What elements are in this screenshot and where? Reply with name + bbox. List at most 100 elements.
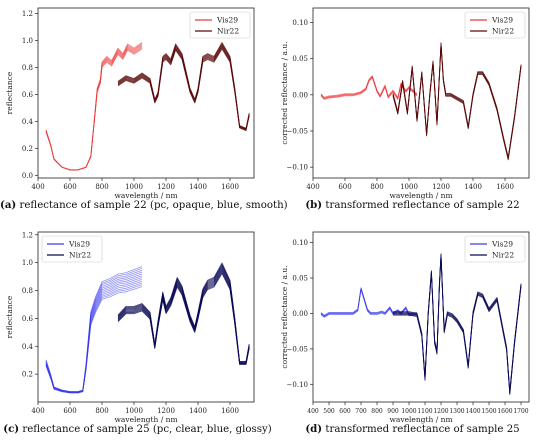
series-line-vis29: [45, 43, 143, 171]
x-tick-label: 600: [339, 408, 351, 415]
x-tick-label: 800: [371, 408, 383, 415]
legend-label: Nir22: [69, 251, 91, 260]
series-line-vis29: [45, 278, 143, 393]
series-line-nir22: [392, 45, 522, 161]
y-tick-label: 0.0: [22, 172, 33, 180]
plot-frame: [37, 7, 255, 179]
y-axis-label: corrected reflectance / a.u.: [280, 41, 289, 144]
y-tick-label: 1.0: [22, 259, 33, 267]
x-tick-label: 1200: [157, 183, 175, 191]
series-line-vis29: [320, 287, 418, 316]
series-group: [320, 42, 522, 161]
x-axis-label: wavelength / nm: [114, 191, 177, 200]
series-line-nir22: [392, 44, 522, 160]
y-tick-label: 0.00: [292, 91, 308, 99]
series-line-vis29: [45, 266, 143, 392]
series-line-vis29: [45, 269, 143, 393]
x-tick-label: 600: [338, 183, 351, 191]
series-line-vis29: [45, 280, 143, 393]
x-tick-label: 400: [306, 183, 319, 191]
series-line-vis29: [45, 268, 143, 392]
y-axis-label: reflectance: [5, 71, 14, 114]
series-line-vis29: [45, 44, 143, 171]
plot-frame: [312, 7, 530, 179]
y-tick-label: 1.2: [22, 10, 33, 18]
legend-label: Vis29: [491, 16, 513, 25]
x-axis-label: wavelength / nm: [114, 415, 177, 424]
series-line-vis29: [45, 277, 143, 393]
x-tick-label: 1000: [125, 183, 143, 191]
y-tick-label: 0.05: [292, 275, 308, 283]
legend-label: Vis29: [216, 16, 238, 25]
legend-label: Vis29: [491, 240, 513, 249]
y-tick-label: 0.10: [292, 239, 308, 247]
series-line-vis29: [45, 45, 143, 171]
series-group: [320, 253, 522, 395]
chart-a: 400 600 800 1000 1200 1400 1600 0.0 0.2 0.4 0.6 0.8…: [5, 7, 255, 200]
x-tick-label: 600: [63, 407, 76, 415]
series-line-vis29: [45, 44, 143, 171]
caption-b: (b) transformed reflectance of sample 22: [305, 199, 520, 211]
series-line-vis29: [45, 46, 143, 171]
x-tick-label: 800: [95, 407, 108, 415]
y-tick-label: 0.6: [22, 91, 34, 99]
x-tick-label: 1600: [497, 408, 512, 415]
x-tick-label: 800: [370, 183, 383, 191]
caption-d: (d) transformed reflectance of sample 25: [305, 423, 520, 435]
legend-label: Nir22: [492, 251, 514, 260]
series-line-vis29: [45, 48, 143, 171]
panel-d: 400 500 600 700 800 900 1000 1100 1200 1300 1400 15…: [275, 224, 550, 448]
x-tick-label: 400: [31, 407, 44, 415]
y-tick-label: −0.05: [287, 345, 308, 353]
x-tick-label: 1400: [189, 407, 207, 415]
series-line-vis29: [45, 271, 143, 393]
series-line-nir22: [392, 43, 522, 159]
series-line-nir22: [392, 42, 522, 158]
chart-b: 400 600 800 1000 1200 1400 1600 −0.10 −0.05 0.00 0…: [280, 7, 530, 200]
x-tick-label: 700: [355, 408, 367, 415]
x-tick-label: 1600: [221, 183, 239, 191]
x-tick-label: 1600: [496, 183, 514, 191]
y-tick-label: 0.8: [22, 287, 33, 295]
x-tick-label: 1500: [481, 408, 496, 415]
series-line-nir22: [117, 42, 250, 129]
x-tick-label: 1100: [417, 408, 432, 415]
x-tick-label: 900: [387, 408, 399, 415]
y-tick-label: 1.0: [22, 37, 33, 45]
x-tick-label: 400: [31, 183, 44, 191]
y-axis-label: reflectance: [5, 295, 14, 338]
x-tick-label: 1700: [513, 408, 528, 415]
x-tick-label: 1000: [125, 407, 143, 415]
x-tick-label: 600: [63, 183, 76, 191]
y-axis-label: corrected reflectance / a.u.: [280, 265, 289, 368]
x-tick-label: 1400: [464, 183, 482, 191]
series-line-nir22: [117, 262, 250, 362]
series-line-nir22: [393, 253, 522, 392]
legend-label: Vis29: [68, 240, 90, 249]
x-tick-label: 1600: [221, 407, 239, 415]
legend: Vis29 Nir22: [189, 11, 251, 39]
x-tick-label: 500: [323, 408, 335, 415]
y-tick-label: 0.8: [22, 64, 33, 72]
x-tick-label: 1200: [433, 408, 448, 415]
y-tick-label: −0.10: [287, 164, 308, 172]
y-tick-label: 1.2: [22, 231, 33, 239]
y-tick-label: 0.4: [22, 118, 34, 126]
x-axis-label: wavelength / nm: [389, 191, 452, 200]
plot-frame: [312, 231, 530, 403]
legend-label: Nir22: [217, 27, 239, 36]
y-tick-label: 0.2: [22, 371, 33, 379]
y-tick-label: 0.00: [292, 310, 308, 318]
legend: Vis29 Nir22: [464, 11, 526, 39]
y-tick-label: −0.05: [287, 127, 308, 135]
panel-c: 400 600 800 1000 1200 1400 1600 0.2 0.4 0.6 0.8 1.0…: [0, 224, 275, 448]
y-tick-label: −0.10: [287, 381, 308, 389]
series-line-nir22: [392, 44, 522, 160]
legend-label: Nir22: [492, 27, 514, 36]
legend: Vis29 Nir22: [41, 235, 103, 263]
x-tick-label: 1400: [189, 183, 207, 191]
x-axis-label: wavelength / nm: [389, 415, 452, 424]
series-line-vis29: [45, 275, 143, 393]
x-tick-label: 800: [95, 183, 108, 191]
series-line-vis29: [45, 47, 143, 171]
